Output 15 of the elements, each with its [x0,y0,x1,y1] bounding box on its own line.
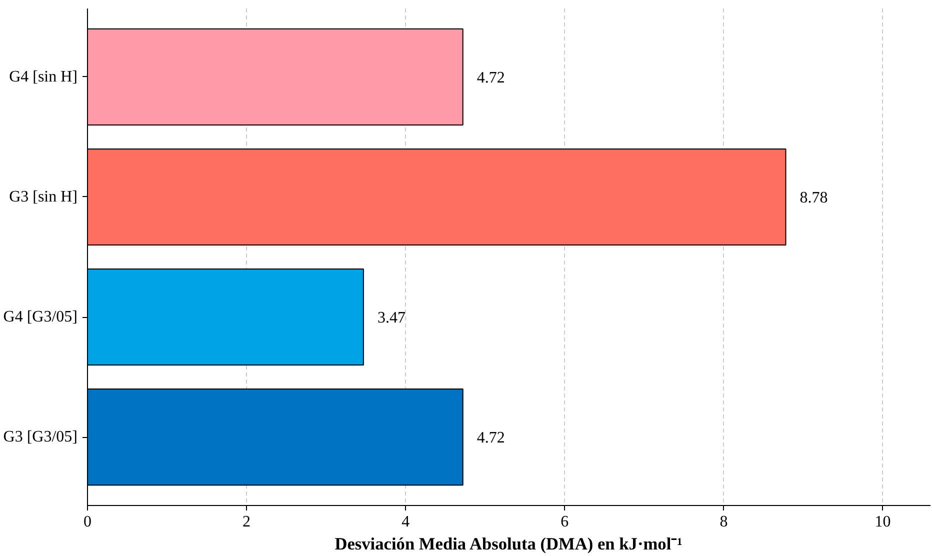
x-tick-label: 4 [402,514,410,530]
x-tick-label: 0 [84,514,92,530]
y-tick-label: G3 [G3/05] [3,428,78,446]
data-label: 3.47 [377,310,406,327]
y-tick-label: G4 [G3/05] [3,308,78,326]
x-axis-title: Desviación Media Absoluta (DMA) en kJ·mol⁻¹ [334,534,682,554]
x-tick-label: 8 [720,514,728,530]
y-tick-label: G4 [sin H] [9,68,78,86]
y-tick-label: G3 [sin H] [9,188,78,206]
data-label: 8.78 [800,189,828,206]
x-tick-label: 10 [874,514,891,530]
x-tick-label: 6 [560,514,569,530]
data-label: 4.72 [476,430,505,447]
data-label: 4.72 [476,69,505,86]
x-tick-label: 2 [242,514,251,530]
